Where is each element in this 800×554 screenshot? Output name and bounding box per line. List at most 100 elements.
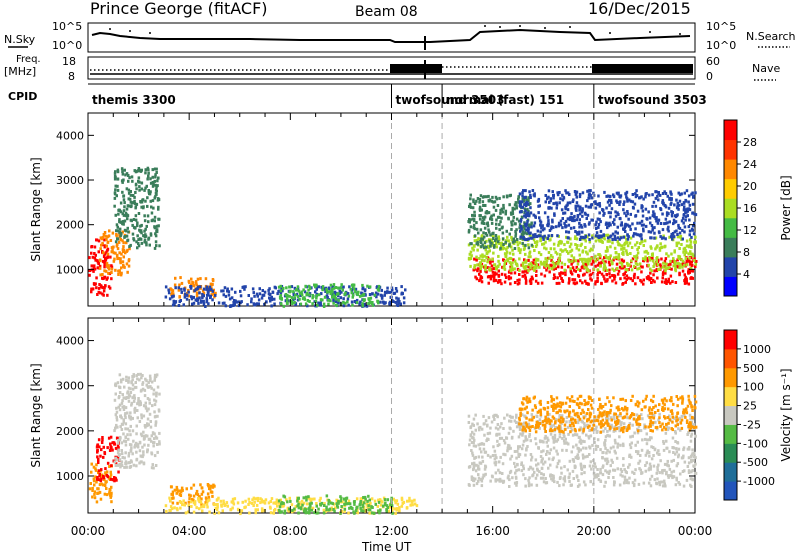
velocity-pixel: [413, 502, 417, 506]
power-pixel: [270, 304, 273, 308]
power-pixel: [660, 236, 664, 240]
power-pixel: [122, 194, 126, 198]
velocity-pixel: [127, 399, 131, 403]
velocity-pixel: [610, 425, 614, 429]
velocity-pixel: [590, 399, 594, 402]
power-pixel: [545, 247, 548, 251]
velocity-pixel: [178, 489, 181, 493]
velocity-pixel: [606, 470, 609, 474]
power-pixel: [543, 234, 546, 238]
velocity-pixel: [136, 409, 139, 412]
power-pixel: [527, 246, 531, 250]
velocity-pixel: [472, 483, 476, 487]
power-pixel: [575, 237, 579, 241]
velocity-pixel: [489, 479, 492, 483]
power-pixel: [476, 197, 480, 200]
power-pixel: [517, 200, 520, 204]
power-pixel: [623, 246, 626, 250]
velocity-pixel: [657, 418, 660, 422]
velocity-pixel: [134, 443, 137, 447]
power-pixel: [235, 300, 238, 304]
velocity-pixel: [612, 445, 615, 449]
power-pixel: [167, 288, 170, 292]
power-pixel: [122, 222, 125, 226]
velocity-pixel: [607, 476, 610, 479]
velocity-pixel: [101, 438, 104, 442]
noise-tick-top-right: 10^5: [706, 20, 736, 33]
velocity-pixel: [523, 427, 527, 431]
velocity-pixel: [481, 459, 485, 463]
power-pixel: [583, 257, 586, 261]
velocity-pixel: [103, 484, 107, 487]
velocity-pixel: [584, 455, 587, 459]
power-pixel: [222, 293, 225, 297]
power-pixel: [635, 257, 638, 261]
power-pixel: [121, 170, 124, 174]
power-pixel: [93, 256, 97, 260]
power-pixel: [622, 250, 625, 254]
velocity-pixel: [521, 433, 524, 437]
power-pixel: [355, 301, 359, 305]
power-pixel: [489, 238, 493, 242]
power-pixel: [561, 217, 564, 220]
velocity-pixel: [520, 463, 523, 466]
power-pixel: [478, 198, 482, 201]
power-pixel: [594, 223, 597, 227]
power-pixel: [515, 228, 518, 232]
power-pixel: [553, 264, 557, 268]
power-pixel: [619, 217, 622, 221]
velocity-pixel: [615, 456, 619, 460]
velocity-pixel: [108, 465, 111, 468]
power-pixel: [472, 223, 476, 227]
power-pixel: [683, 279, 686, 283]
velocity-pixel: [267, 501, 271, 505]
velocity-pixel: [553, 436, 557, 440]
velocity-pixel: [662, 440, 665, 443]
power-pixel: [689, 238, 692, 242]
velocity-pixel: [109, 473, 113, 477]
power-pixel: [104, 234, 107, 238]
velocity-pixel: [168, 509, 171, 512]
velocity-pixel: [619, 473, 622, 477]
power-pixel: [97, 262, 100, 266]
power-pixel: [316, 303, 319, 307]
velocity-pixel: [507, 474, 510, 478]
power-pixel: [534, 260, 537, 264]
power-pixel: [644, 207, 648, 211]
velocity-pixel: [583, 425, 586, 429]
power-pixel: [126, 238, 130, 242]
velocity-pixel: [595, 425, 598, 429]
power-pixel: [485, 245, 488, 249]
power-pixel: [653, 280, 656, 284]
power-pixel: [565, 191, 568, 195]
velocity-pixel: [518, 425, 522, 429]
velocity-pixel: [650, 457, 654, 461]
velocity-pixel: [288, 507, 291, 511]
power-pixel: [511, 240, 515, 244]
power-pixel: [489, 233, 492, 237]
power-pixel: [365, 304, 369, 308]
velocity-pixel: [522, 439, 526, 443]
power-pixel: [665, 279, 668, 283]
freq-panel: [87, 56, 696, 80]
power-pixel: [666, 263, 670, 267]
velocity-pixel: [131, 452, 134, 456]
freq-tick-top: 18: [62, 55, 76, 68]
power-pixel: [583, 262, 586, 266]
power-pixel: [551, 255, 554, 259]
velocity-pixel: [597, 474, 600, 478]
velocity-pixel: [691, 448, 694, 452]
power-pixel: [588, 249, 592, 253]
power-pixel: [186, 293, 189, 297]
velocity-pixel: [668, 450, 671, 454]
power-pixel: [567, 236, 570, 240]
velocity-pixel: [657, 463, 660, 467]
power-pixel: [658, 231, 661, 235]
velocity-pixel: [630, 441, 633, 445]
velocity-pixel: [621, 474, 624, 478]
velocity-pixel: [530, 413, 534, 417]
power-pixel: [571, 266, 575, 270]
velocity-pixel: [286, 506, 290, 510]
power-pixel: [88, 273, 91, 277]
power-pixel: [155, 189, 158, 193]
